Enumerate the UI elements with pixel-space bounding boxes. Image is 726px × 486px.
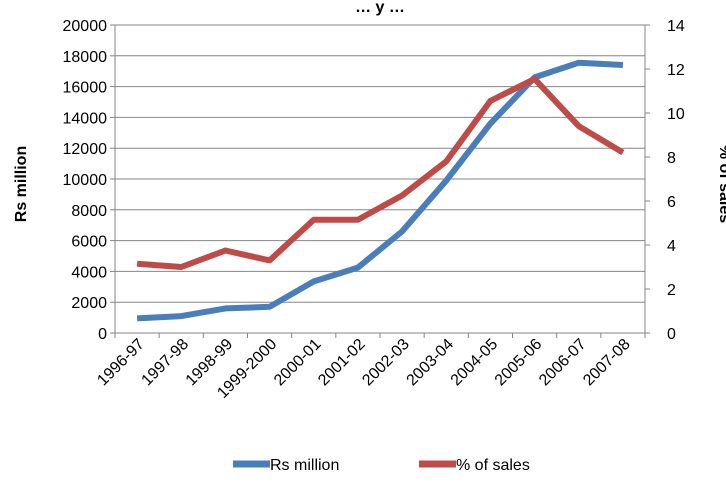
y2-tick-label: 4 <box>667 238 676 255</box>
x-tick-label: 1997-98 <box>139 336 193 390</box>
x-tick-label: 1996-97 <box>94 336 148 390</box>
x-tick-label: 2003-04 <box>404 336 458 390</box>
x-tick-label: 2002-03 <box>359 336 413 390</box>
series-lines <box>136 59 625 322</box>
y2-tick-label: 10 <box>667 106 685 123</box>
gridlines <box>115 24 645 303</box>
x-tick-label: 2005-06 <box>492 336 546 390</box>
legend-label-pct-sales: % of sales <box>456 457 530 474</box>
y-tick-label: 12000 <box>63 141 108 158</box>
y-tick-label: 10000 <box>63 172 108 189</box>
y2-tick-label: 2 <box>667 282 676 299</box>
y-tick-label: 4000 <box>71 264 107 281</box>
y-tick-label: 16000 <box>63 80 108 97</box>
left-axis-ticks: 0 2000 4000 6000 8000 10000 12000 14000 16000 180… <box>63 18 108 343</box>
y-tick-label: 14000 <box>63 110 108 127</box>
x-tick-label: 2000-01 <box>271 336 325 390</box>
y-axis-title: Rs million <box>13 146 30 222</box>
series-line-1 <box>136 75 625 270</box>
y-tick-label: 20000 <box>63 18 108 35</box>
series-line-0 <box>136 59 624 322</box>
y-tick-label: 0 <box>98 326 107 343</box>
axes <box>110 24 650 338</box>
y-tick-label: 8000 <box>71 203 107 220</box>
legend-label-rs-million: Rs million <box>270 457 339 474</box>
x-axis-ticks: 1996-971997-981998-991999-20002000-01200… <box>94 336 633 402</box>
y2-tick-label: 14 <box>667 18 685 35</box>
y2-tick-label: 12 <box>667 62 685 79</box>
x-tick-label: 2006-07 <box>536 336 590 390</box>
y2-tick-label: 8 <box>667 150 676 167</box>
y2-tick-label: 0 <box>667 326 676 343</box>
x-tick-label: 2001-02 <box>315 336 369 390</box>
legend: Rs million % of sales <box>233 457 530 474</box>
y-tick-label: 6000 <box>71 234 107 251</box>
chart-title: … y … <box>355 0 405 16</box>
x-tick-label: 2007-08 <box>580 336 634 390</box>
y-tick-label: 18000 <box>63 49 108 66</box>
x-tick-label: 2004-05 <box>448 336 502 390</box>
y2-tick-label: 6 <box>667 194 676 211</box>
y2-axis-title: % of sales <box>716 145 726 223</box>
right-axis-ticks: 0 2 4 6 8 10 12 14 <box>667 18 685 343</box>
y-tick-label: 2000 <box>71 295 107 312</box>
